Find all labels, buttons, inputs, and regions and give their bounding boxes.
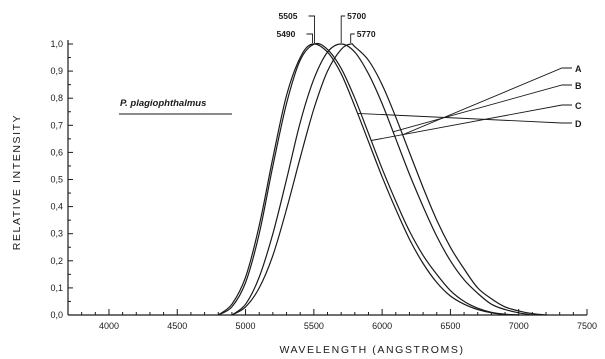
x-tick-label: 4500 [167, 321, 187, 331]
series-label-a: A [575, 64, 582, 74]
y-tick-label: 0,7 [50, 120, 63, 130]
series-label-b: B [575, 81, 582, 91]
ticks: 0,0 0,1 0,2 0,3 0,4 0,5 0,6 0,7 0,8 0,9 1,0 4000 450… [50, 39, 597, 331]
series-label-leader [392, 84, 572, 133]
series-label-c: C [575, 101, 582, 111]
x-tick-label: 6500 [440, 321, 460, 331]
series-line-b [231, 43, 533, 316]
series-curves [217, 42, 547, 316]
y-tick-label: 0,5 [50, 175, 63, 185]
y-tick-label: 0,1 [50, 283, 63, 293]
x-tick-label: 7000 [509, 321, 529, 331]
x-tick-label: 5000 [236, 321, 256, 331]
peak-leader [308, 15, 315, 43]
series-line-d [217, 43, 519, 316]
x-tick-label: 6000 [372, 321, 392, 331]
series-label-d: D [575, 119, 582, 129]
series-label-leader [357, 112, 572, 124]
x-tick-label: 7500 [577, 321, 597, 331]
y-tick-label: 0,4 [50, 202, 63, 212]
species-annotation: P. plagiophthalmus [120, 98, 206, 109]
series-line-c [217, 42, 519, 316]
peak-leader [306, 33, 313, 43]
peak-label: 5505 [279, 11, 298, 21]
y-axis-title: RELATIVE INTENSITY [11, 114, 23, 251]
peak-label: 5490 [276, 29, 295, 39]
y-tick-label: 0,0 [50, 310, 63, 320]
y-tick-label: 0,8 [50, 93, 63, 103]
x-tick-label: 5500 [304, 321, 324, 331]
peak-label: 5770 [357, 29, 376, 39]
x-tick-label: 4000 [99, 321, 119, 331]
axes [67, 40, 587, 316]
y-tick-label: 0,9 [50, 66, 63, 76]
peak-label: 5700 [347, 11, 366, 21]
y-tick-label: 1,0 [50, 39, 63, 49]
y-tick-label: 0,3 [50, 229, 63, 239]
y-tick-label: 0,2 [50, 256, 63, 266]
series-label-leader [402, 67, 572, 136]
peak-leader [350, 33, 355, 43]
y-tick-label: 0,6 [50, 147, 63, 157]
series-line-a [231, 43, 547, 316]
x-axis-title: WAVELENGTH (ANGSTROMS) [279, 344, 464, 356]
peak-leader [340, 15, 346, 43]
series-label-leader [371, 104, 572, 141]
